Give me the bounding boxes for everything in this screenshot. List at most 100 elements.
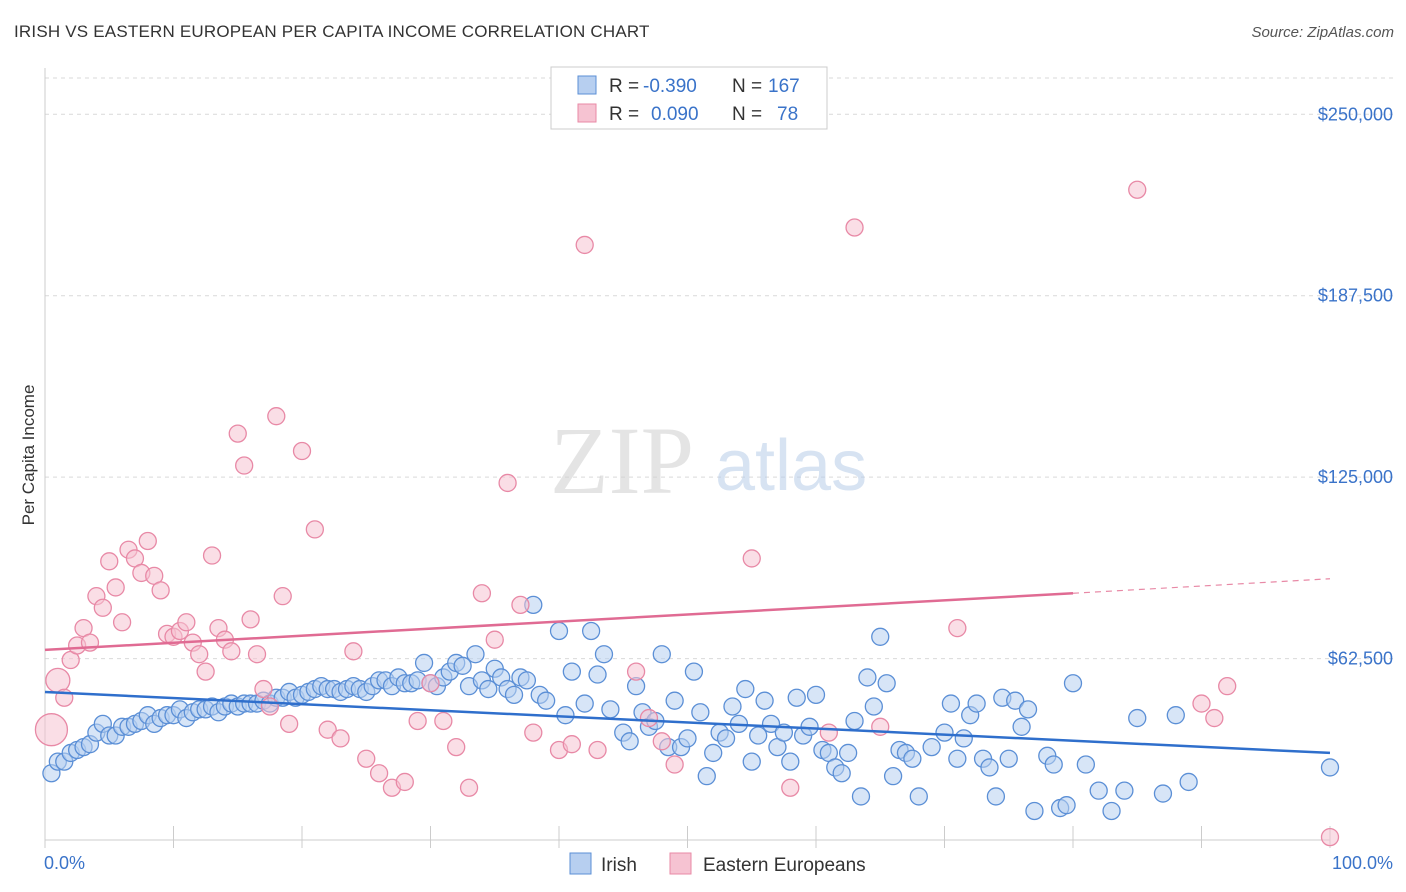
irish-point xyxy=(704,743,723,763)
stats-legend-box xyxy=(550,66,828,130)
eastern-point xyxy=(318,720,337,739)
eastern-point xyxy=(948,618,967,638)
irish-point xyxy=(1025,801,1044,821)
eastern-point xyxy=(254,679,273,699)
eastern-point xyxy=(845,218,864,237)
irish-point xyxy=(806,685,826,705)
source-label: Source: ZipAtlas.com xyxy=(1251,24,1394,41)
eastern-point xyxy=(459,778,479,797)
eastern-trend-line xyxy=(44,592,1074,652)
eastern-point xyxy=(1218,676,1237,696)
irish-point xyxy=(601,700,620,719)
eastern-point xyxy=(222,642,241,661)
legend-label-eastern: Eastern Europeans xyxy=(703,855,866,876)
irish-point xyxy=(999,749,1018,768)
eastern-point xyxy=(1320,827,1340,847)
eastern-point xyxy=(228,424,247,443)
irish-point xyxy=(665,691,684,710)
stats-r-value-irish: -0.390 xyxy=(643,76,697,97)
irish-point xyxy=(1044,755,1063,774)
irish-point xyxy=(1076,755,1095,774)
irish-point xyxy=(1012,717,1031,736)
eastern-point xyxy=(472,584,492,603)
eastern-point xyxy=(511,595,530,615)
eastern-point xyxy=(292,441,312,461)
irish-point xyxy=(723,697,742,716)
bottom-legend: Irish Eastern Europeans xyxy=(569,852,866,876)
eastern-point xyxy=(639,708,659,728)
irish-point xyxy=(877,674,896,693)
y-tick-label: $125,000 xyxy=(1318,467,1393,487)
irish-point xyxy=(864,697,883,716)
irish-point xyxy=(954,729,973,748)
irish-point xyxy=(787,688,806,707)
watermark-atlas: atlas xyxy=(715,426,867,506)
eastern-point xyxy=(100,552,119,571)
irish-point xyxy=(562,662,581,681)
eastern-point xyxy=(279,714,299,734)
irish-point xyxy=(504,685,524,705)
chart-title: IRISH VS EASTERN EUROPEAN PER CAPITA INC… xyxy=(14,22,650,41)
irish-point xyxy=(980,758,999,777)
irish-point xyxy=(883,766,903,786)
eastern-point xyxy=(395,772,414,792)
legend-swatch-eastern xyxy=(669,852,692,875)
stats-n-value-irish: 167 xyxy=(768,76,800,97)
irish-point xyxy=(832,764,851,783)
eastern-point xyxy=(485,630,504,649)
irish-point xyxy=(941,694,961,713)
irish-point xyxy=(549,621,569,641)
x-tick-label-min: 0.0% xyxy=(44,853,85,873)
stats-swatch-eastern xyxy=(577,103,597,123)
irish-point xyxy=(871,627,890,646)
eastern-point xyxy=(1128,180,1147,199)
eastern-point xyxy=(151,581,170,600)
irish-point xyxy=(1128,708,1147,728)
eastern-point xyxy=(434,711,453,731)
irish-trend-line xyxy=(44,690,1331,755)
eastern-point xyxy=(190,645,209,664)
y-axis-title: Per Capita Income xyxy=(19,385,38,526)
irish-point xyxy=(594,645,614,664)
irish-point xyxy=(838,743,858,763)
eastern-point xyxy=(665,755,684,774)
irish-point xyxy=(697,766,716,786)
irish-point xyxy=(479,679,498,699)
stats-r-label-irish: R = xyxy=(609,76,639,97)
eastern-point xyxy=(524,723,543,742)
y-tick-label: $187,500 xyxy=(1318,286,1393,306)
irish-point xyxy=(1320,758,1340,777)
axis-layer: $62,500 $125,000 $187,500 $250,000 xyxy=(44,68,1393,848)
watermark: ZIP atlas xyxy=(550,407,867,514)
eastern-point xyxy=(331,729,350,748)
irish-point xyxy=(1057,796,1076,815)
eastern-point xyxy=(260,697,280,716)
grid-layer xyxy=(45,77,1395,660)
eastern-point xyxy=(575,235,594,255)
eastern-point xyxy=(305,520,325,539)
stats-n-label-irish: N = xyxy=(732,76,762,97)
eastern-point xyxy=(93,598,112,617)
irish-point xyxy=(1166,706,1185,725)
eastern-point xyxy=(819,723,838,742)
irish-point xyxy=(845,711,864,731)
irish-point xyxy=(967,694,986,713)
stats-legend: R = -0.390 N = 167 R = 0.090 N = 78 xyxy=(550,66,828,130)
eastern-point xyxy=(106,578,125,597)
irish-point xyxy=(537,691,556,710)
irish-point xyxy=(736,679,755,699)
irish-point xyxy=(517,671,537,690)
irish-point xyxy=(922,737,941,757)
irish-point xyxy=(575,694,594,713)
irish-point xyxy=(414,653,434,673)
eastern-trend-extension xyxy=(1072,578,1331,594)
eastern-point xyxy=(421,674,440,693)
irish-point xyxy=(620,732,639,751)
irish-point xyxy=(716,729,736,748)
irish-point xyxy=(684,662,704,681)
irish-point xyxy=(858,668,877,687)
eastern-point xyxy=(177,613,196,632)
eastern-point xyxy=(588,740,607,760)
eastern-point xyxy=(34,713,69,747)
irish-point xyxy=(588,665,607,684)
